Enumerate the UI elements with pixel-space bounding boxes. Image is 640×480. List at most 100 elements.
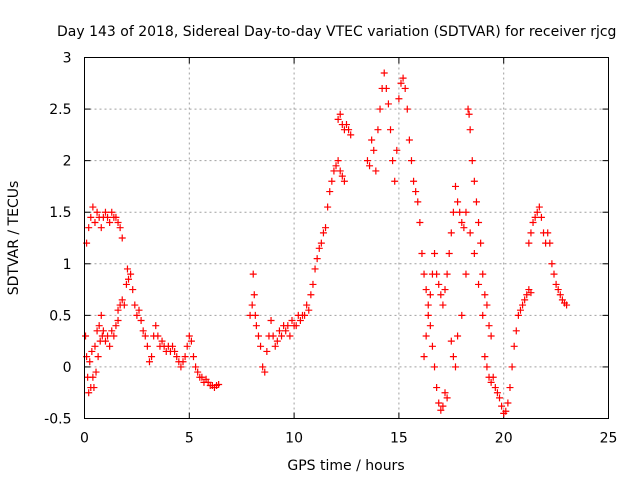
data-point: [508, 363, 516, 371]
data-point: [145, 358, 153, 366]
data-point: [483, 301, 491, 309]
x-tick-label: 10: [285, 431, 303, 447]
data-point: [131, 301, 139, 309]
data-point: [481, 291, 489, 299]
data-point: [399, 74, 407, 82]
data-point: [97, 224, 105, 232]
data-point: [405, 136, 413, 144]
data-point: [340, 177, 348, 185]
data-point: [382, 84, 390, 92]
data-point: [521, 296, 529, 304]
data-point: [403, 105, 411, 113]
data-point: [135, 306, 143, 314]
grid-lines: [84, 57, 609, 419]
data-point: [447, 229, 455, 237]
data-point: [330, 167, 338, 175]
data-point: [498, 402, 506, 410]
data-point: [510, 342, 518, 350]
data-point: [332, 162, 340, 170]
data-point: [431, 363, 439, 371]
plot-frame: [84, 57, 609, 419]
data-point: [443, 270, 451, 278]
data-point: [504, 399, 512, 407]
data-point: [527, 289, 535, 297]
data-point: [192, 363, 200, 371]
data-point: [546, 239, 554, 247]
data-point: [485, 322, 493, 330]
data-point: [372, 167, 380, 175]
data-point: [466, 229, 474, 237]
data-point: [368, 136, 376, 144]
data-point: [550, 270, 558, 278]
data-point: [458, 219, 466, 227]
x-tick-label: 15: [390, 431, 408, 447]
y-tick-label: 2.5: [49, 102, 71, 118]
data-point: [122, 280, 130, 288]
data-point: [254, 332, 262, 340]
data-point: [313, 255, 321, 263]
data-point: [179, 358, 187, 366]
data-point: [324, 203, 332, 211]
data-point: [278, 332, 286, 340]
data-point: [535, 203, 543, 211]
data-point: [410, 177, 418, 185]
data-point: [477, 239, 485, 247]
data-point: [483, 363, 491, 371]
data-point: [123, 265, 131, 273]
data-point: [137, 317, 145, 325]
data-point: [556, 291, 564, 299]
data-point: [328, 177, 336, 185]
x-tick-label: 25: [600, 431, 618, 447]
data-point: [305, 306, 313, 314]
data-point: [273, 337, 281, 345]
data-point: [92, 368, 100, 376]
data-point: [523, 291, 531, 299]
data-point: [491, 384, 499, 392]
data-point: [319, 229, 327, 237]
data-point: [395, 95, 403, 103]
data-point: [479, 311, 487, 319]
data-point: [336, 110, 344, 118]
y-tick-label: 2: [63, 154, 72, 170]
data-point: [464, 105, 472, 113]
data-point: [292, 322, 300, 330]
data-point: [86, 358, 94, 366]
data-point: [249, 270, 257, 278]
data-point: [441, 389, 449, 397]
data-point: [106, 342, 114, 350]
data-point: [456, 208, 464, 216]
data-point: [143, 342, 151, 350]
data-point: [322, 224, 330, 232]
data-point: [347, 131, 355, 139]
data-point: [525, 239, 533, 247]
y-tick-label: -0.5: [44, 412, 71, 428]
data-point: [252, 322, 260, 330]
data-series-marks: [82, 69, 571, 417]
data-point: [114, 306, 122, 314]
data-point: [97, 311, 105, 319]
data-point: [426, 322, 434, 330]
data-point: [343, 121, 350, 129]
data-point: [141, 332, 149, 340]
data-point: [544, 229, 552, 237]
data-point: [108, 208, 116, 216]
data-point: [169, 342, 177, 350]
data-point: [533, 208, 541, 216]
data-point: [389, 157, 397, 165]
data-point: [185, 332, 193, 340]
data-point: [437, 406, 445, 414]
data-point: [108, 327, 116, 335]
data-point: [85, 389, 93, 397]
data-point: [309, 280, 317, 288]
data-point: [101, 208, 109, 216]
data-point: [439, 301, 447, 309]
data-point: [271, 342, 279, 350]
data-point: [158, 337, 166, 345]
data-point: [460, 224, 468, 232]
y-tick-label: 3: [63, 51, 72, 67]
data-point: [435, 399, 443, 407]
data-point: [183, 342, 191, 350]
x-axis-tick-labels: 0 5 10 15 20 25: [80, 431, 617, 447]
data-point: [89, 203, 97, 211]
data-point: [187, 337, 195, 345]
